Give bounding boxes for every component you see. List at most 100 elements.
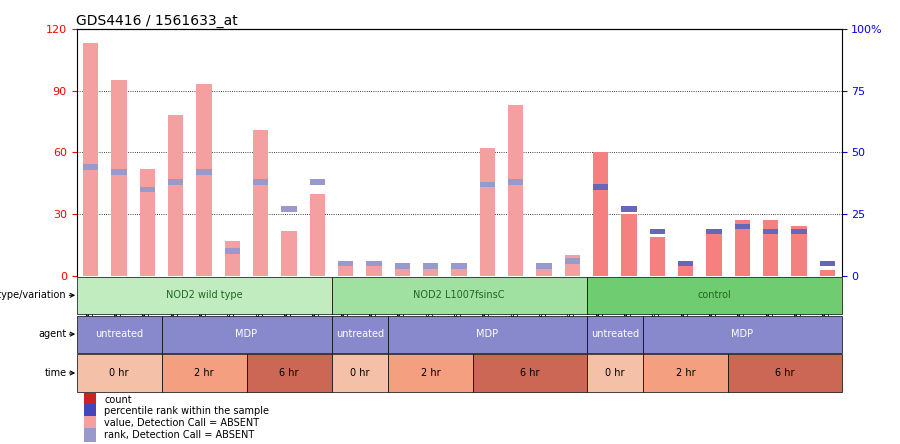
Bar bbox=[161, 354, 247, 392]
Bar bbox=[310, 179, 325, 185]
Bar bbox=[706, 230, 722, 276]
Text: 6 hr: 6 hr bbox=[775, 368, 795, 378]
Bar bbox=[508, 179, 524, 185]
Text: NOD2 L1007fsinsC: NOD2 L1007fsinsC bbox=[413, 290, 505, 300]
Text: 0 hr: 0 hr bbox=[350, 368, 370, 378]
Bar bbox=[85, 404, 96, 418]
Bar bbox=[820, 261, 835, 266]
Text: MDP: MDP bbox=[236, 329, 257, 339]
Bar bbox=[508, 105, 524, 276]
Bar bbox=[338, 261, 354, 266]
Bar bbox=[587, 316, 644, 353]
Text: NOD2 wild type: NOD2 wild type bbox=[166, 290, 242, 300]
Bar bbox=[140, 187, 155, 192]
Bar bbox=[224, 249, 240, 254]
Bar bbox=[161, 316, 331, 353]
Bar bbox=[791, 229, 806, 234]
Text: 0 hr: 0 hr bbox=[109, 368, 129, 378]
Text: GDS4416 / 1561633_at: GDS4416 / 1561633_at bbox=[76, 14, 238, 28]
Bar bbox=[253, 179, 268, 185]
Bar bbox=[423, 266, 438, 276]
Bar bbox=[480, 148, 495, 276]
Bar bbox=[734, 224, 750, 229]
Bar bbox=[587, 354, 644, 392]
Text: 2 hr: 2 hr bbox=[421, 368, 440, 378]
Bar bbox=[791, 226, 806, 276]
Text: 6 hr: 6 hr bbox=[520, 368, 540, 378]
Bar bbox=[140, 169, 155, 276]
Bar bbox=[388, 316, 587, 353]
Bar bbox=[763, 229, 778, 234]
Bar bbox=[644, 354, 728, 392]
Text: rank, Detection Call = ABSENT: rank, Detection Call = ABSENT bbox=[104, 430, 255, 440]
Bar bbox=[247, 354, 331, 392]
Bar bbox=[388, 354, 473, 392]
Text: 2 hr: 2 hr bbox=[194, 368, 214, 378]
Bar bbox=[331, 316, 388, 353]
Text: 2 hr: 2 hr bbox=[676, 368, 696, 378]
Bar bbox=[168, 179, 184, 185]
Bar bbox=[85, 393, 96, 407]
Bar bbox=[394, 263, 410, 269]
Bar bbox=[678, 264, 694, 276]
Bar bbox=[451, 268, 467, 276]
Bar bbox=[168, 115, 184, 276]
Bar bbox=[310, 194, 325, 276]
Bar bbox=[112, 80, 127, 276]
Bar bbox=[621, 214, 637, 276]
Bar bbox=[650, 237, 665, 276]
Bar bbox=[112, 170, 127, 175]
Text: untreated: untreated bbox=[590, 329, 639, 339]
Bar bbox=[253, 130, 268, 276]
Bar bbox=[820, 270, 835, 276]
Bar bbox=[83, 164, 98, 170]
Bar bbox=[331, 277, 587, 314]
Bar bbox=[281, 206, 297, 212]
Text: percentile rank within the sample: percentile rank within the sample bbox=[104, 406, 269, 416]
Bar bbox=[85, 428, 96, 442]
Text: 0 hr: 0 hr bbox=[605, 368, 625, 378]
Bar bbox=[366, 266, 382, 276]
Bar bbox=[536, 263, 552, 269]
Text: MDP: MDP bbox=[476, 329, 499, 339]
Bar bbox=[83, 43, 98, 276]
Bar bbox=[366, 261, 382, 266]
Bar bbox=[85, 416, 96, 430]
Text: value, Detection Call = ABSENT: value, Detection Call = ABSENT bbox=[104, 418, 259, 428]
Bar bbox=[734, 220, 750, 276]
Bar bbox=[644, 316, 842, 353]
Bar bbox=[76, 277, 331, 314]
Bar bbox=[706, 229, 722, 234]
Text: MDP: MDP bbox=[732, 329, 753, 339]
Bar bbox=[536, 268, 552, 276]
Bar bbox=[394, 268, 410, 276]
Text: untreated: untreated bbox=[336, 329, 384, 339]
Text: 6 hr: 6 hr bbox=[279, 368, 299, 378]
Bar bbox=[451, 263, 467, 269]
Bar bbox=[587, 277, 842, 314]
Bar bbox=[763, 220, 778, 276]
Bar bbox=[593, 152, 608, 276]
Bar bbox=[678, 261, 694, 266]
Bar bbox=[338, 266, 354, 276]
Bar bbox=[728, 354, 842, 392]
Text: count: count bbox=[104, 395, 131, 405]
Text: agent: agent bbox=[39, 329, 67, 339]
Text: untreated: untreated bbox=[94, 329, 143, 339]
Bar bbox=[473, 354, 587, 392]
Bar bbox=[196, 84, 211, 276]
Bar bbox=[480, 182, 495, 187]
Bar bbox=[224, 241, 240, 276]
Bar bbox=[564, 258, 580, 264]
Bar bbox=[76, 316, 161, 353]
Bar bbox=[564, 255, 580, 276]
Text: genotype/variation: genotype/variation bbox=[0, 290, 67, 300]
Bar bbox=[331, 354, 388, 392]
Bar bbox=[423, 263, 438, 269]
Bar bbox=[281, 230, 297, 276]
Bar bbox=[650, 229, 665, 234]
Bar bbox=[196, 170, 211, 175]
Bar bbox=[593, 184, 608, 190]
Bar bbox=[621, 206, 637, 212]
Bar bbox=[76, 354, 161, 392]
